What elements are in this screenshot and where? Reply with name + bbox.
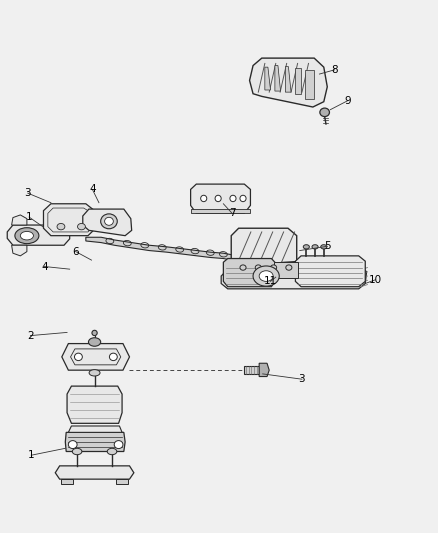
Ellipse shape (201, 195, 207, 201)
Polygon shape (67, 386, 122, 423)
Polygon shape (65, 432, 125, 451)
Ellipse shape (72, 448, 82, 455)
Text: 1: 1 (28, 450, 35, 460)
Polygon shape (43, 204, 95, 236)
Polygon shape (68, 426, 122, 432)
Ellipse shape (259, 271, 273, 281)
Polygon shape (295, 256, 365, 287)
Text: 6: 6 (72, 247, 79, 256)
Text: 5: 5 (324, 241, 331, 251)
Polygon shape (274, 262, 297, 278)
Ellipse shape (88, 338, 101, 346)
Ellipse shape (255, 265, 261, 270)
Ellipse shape (240, 265, 246, 270)
Ellipse shape (74, 353, 82, 361)
Polygon shape (231, 228, 297, 272)
Ellipse shape (57, 223, 65, 230)
Ellipse shape (312, 245, 318, 249)
Polygon shape (275, 66, 281, 91)
Polygon shape (223, 259, 275, 287)
Ellipse shape (89, 369, 100, 376)
Text: 4: 4 (89, 184, 95, 195)
Polygon shape (295, 68, 301, 94)
Ellipse shape (230, 195, 236, 201)
Ellipse shape (110, 353, 117, 361)
Ellipse shape (107, 448, 117, 455)
Text: 8: 8 (332, 65, 338, 75)
Polygon shape (86, 237, 232, 260)
Polygon shape (244, 367, 259, 374)
Text: 10: 10 (369, 275, 382, 285)
Ellipse shape (105, 217, 113, 225)
Polygon shape (12, 215, 27, 225)
Ellipse shape (253, 266, 279, 286)
Text: 7: 7 (229, 208, 235, 219)
Text: 9: 9 (345, 95, 351, 106)
Polygon shape (61, 479, 73, 484)
Ellipse shape (271, 265, 277, 270)
Ellipse shape (240, 195, 246, 201)
Ellipse shape (303, 245, 309, 249)
Ellipse shape (92, 330, 97, 336)
Ellipse shape (215, 195, 221, 201)
Polygon shape (250, 58, 327, 107)
Polygon shape (12, 245, 27, 256)
Polygon shape (259, 364, 269, 376)
Polygon shape (191, 184, 251, 213)
Polygon shape (305, 70, 314, 99)
Ellipse shape (68, 441, 77, 449)
Text: 4: 4 (41, 262, 48, 271)
Ellipse shape (101, 214, 117, 229)
Text: 3: 3 (299, 374, 305, 384)
Polygon shape (117, 479, 128, 484)
Polygon shape (286, 67, 291, 92)
Text: 11: 11 (264, 277, 277, 286)
Polygon shape (191, 209, 251, 213)
Text: 2: 2 (27, 330, 34, 341)
Polygon shape (7, 225, 70, 245)
Polygon shape (62, 344, 130, 370)
Ellipse shape (320, 108, 329, 117)
Ellipse shape (286, 265, 292, 270)
Ellipse shape (321, 245, 327, 249)
Polygon shape (265, 67, 271, 90)
Polygon shape (221, 261, 367, 289)
Text: 1: 1 (26, 212, 32, 222)
Polygon shape (231, 266, 297, 272)
Polygon shape (83, 209, 132, 236)
Ellipse shape (78, 223, 85, 230)
Ellipse shape (15, 228, 39, 244)
Ellipse shape (20, 231, 33, 240)
Ellipse shape (114, 441, 123, 449)
Polygon shape (55, 466, 134, 479)
Text: 3: 3 (25, 188, 31, 198)
